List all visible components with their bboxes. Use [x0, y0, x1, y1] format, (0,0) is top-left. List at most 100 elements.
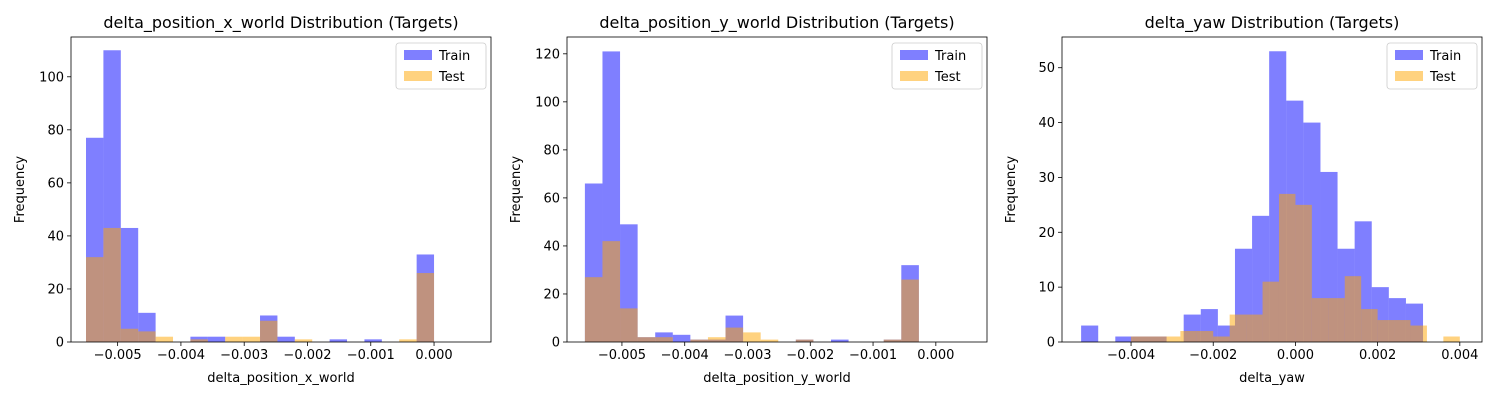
bar-test-8	[725, 327, 744, 342]
bar-test-6	[1229, 314, 1247, 342]
y-tick-label: 40	[47, 229, 64, 244]
y-tick-label: 20	[47, 282, 64, 297]
bar-test-12	[1328, 298, 1345, 342]
bar-test-17	[1410, 325, 1427, 342]
bar-test-9	[743, 332, 761, 342]
x-axis-label: delta_position_y_world	[703, 371, 850, 386]
bars-group	[584, 51, 919, 342]
legend-swatch-test	[1395, 71, 1423, 81]
bar-test-15	[1377, 320, 1395, 342]
bar-test-10	[260, 320, 278, 342]
bar-test-13	[1344, 276, 1362, 342]
legend-label-test: Test	[438, 70, 465, 85]
bar-test-2	[120, 328, 139, 342]
bar-test-8	[225, 336, 243, 342]
legend-swatch-train	[404, 50, 432, 60]
chart-title: delta_position_y_world Distribution (Tar…	[599, 13, 954, 33]
y-tick-label: 20	[543, 287, 560, 302]
bar-train-4	[655, 332, 673, 342]
bar-test-16	[1394, 320, 1411, 342]
y-axis-label: Frequency	[13, 156, 28, 223]
bar-train-14	[830, 339, 849, 342]
y-tick-label: 100	[39, 70, 64, 85]
y-tick-label: 0	[56, 336, 64, 351]
bar-test-3	[138, 331, 156, 342]
x-axis-label: delta_position_x_world	[207, 371, 354, 386]
bar-train-0	[1081, 325, 1099, 342]
bar-test-7	[1246, 314, 1263, 342]
bar-test-4	[1196, 331, 1214, 342]
x-tick-label: −0.002	[786, 348, 834, 363]
chart-title: delta_position_x_world Distribution (Tar…	[103, 13, 458, 33]
y-tick-label: 60	[47, 176, 64, 191]
x-tick-label: −0.003	[723, 348, 771, 363]
legend-label-train: Train	[1429, 49, 1461, 64]
y-tick-label: 30	[1038, 171, 1055, 186]
legend-swatch-train	[1395, 50, 1423, 60]
legend-swatch-train	[900, 50, 928, 60]
y-tick-label: 20	[1038, 226, 1055, 241]
bar-test-1	[1147, 336, 1164, 342]
bar-test-0	[584, 277, 603, 342]
x-tick-label: −0.002	[1189, 348, 1237, 363]
x-tick-label: −0.005	[94, 348, 142, 363]
bar-test-0	[86, 257, 104, 342]
y-tick-label: 10	[1038, 281, 1055, 296]
legend-label-train: Train	[438, 49, 470, 64]
bar-test-5	[1213, 336, 1230, 342]
x-tick-label: −0.004	[1107, 348, 1155, 363]
x-tick-label: 0.004	[1441, 348, 1478, 363]
bar-test-14	[1361, 309, 1378, 342]
subplot-1: −0.005 −0.004 −0.003 −0.002 −0.001 0.000 0 20 40…	[13, 13, 492, 386]
bar-test-9	[242, 336, 261, 342]
x-tick-label: 0.002	[1359, 348, 1396, 363]
x-tick-label: −0.002	[283, 348, 331, 363]
y-tick-label: 120	[535, 47, 560, 62]
y-tick-label: 80	[543, 143, 560, 158]
x-tick-label: −0.004	[157, 348, 205, 363]
bar-train-14	[329, 339, 348, 342]
bar-test-3	[637, 337, 656, 342]
bar-test-1	[103, 227, 121, 342]
subplot-2: −0.005 −0.004 −0.003 −0.002 −0.001 0.000 0 20 40…	[509, 13, 988, 386]
bar-test-4	[155, 336, 174, 342]
y-tick-label: 100	[535, 95, 560, 110]
legend-label-test: Test	[1429, 70, 1456, 85]
legend-swatch-test	[900, 71, 928, 81]
bar-test-9	[1278, 193, 1296, 342]
x-tick-label: 0.000	[917, 348, 954, 363]
axes-frame	[70, 36, 492, 343]
x-tick-label: −0.004	[661, 348, 709, 363]
y-tick-label: 40	[1038, 116, 1055, 131]
y-tick-label: 40	[543, 239, 560, 254]
y-tick-label: 0	[1047, 336, 1055, 351]
bar-test-8	[1262, 281, 1279, 342]
bar-test-19	[416, 273, 435, 342]
x-tick-label: 0.000	[415, 348, 452, 363]
legend-swatch-test	[404, 71, 432, 81]
bar-test-10	[1295, 204, 1312, 342]
y-tick-label: 50	[1038, 61, 1055, 76]
bar-test-12	[294, 339, 313, 342]
legend-label-test: Test	[934, 70, 961, 85]
bar-train-11	[277, 336, 295, 342]
y-tick-label: 80	[47, 123, 64, 138]
bar-test-3	[1180, 331, 1197, 342]
legend: Train Test	[395, 42, 487, 90]
y-axis-label: Frequency	[1004, 156, 1019, 223]
subplot-3: −0.004 −0.002 0.000 0.002 0.004 0 10 20 30 40 50 de…	[1004, 13, 1483, 386]
axes-frame	[566, 36, 988, 343]
bar-train-16	[364, 339, 382, 342]
chart-title: delta_yaw Distribution (Targets)	[1145, 13, 1400, 33]
y-tick-label: 0	[552, 336, 560, 351]
bar-test-1	[602, 241, 621, 342]
bar-train-2	[120, 227, 139, 342]
x-tick-label: −0.001	[347, 348, 395, 363]
bar-test-4	[655, 337, 673, 342]
bar-test-2	[1163, 336, 1181, 342]
bar-test-19	[1443, 336, 1460, 342]
x-tick-label: −0.003	[220, 348, 268, 363]
bar-test-6	[190, 339, 208, 342]
bar-test-2	[620, 308, 638, 342]
